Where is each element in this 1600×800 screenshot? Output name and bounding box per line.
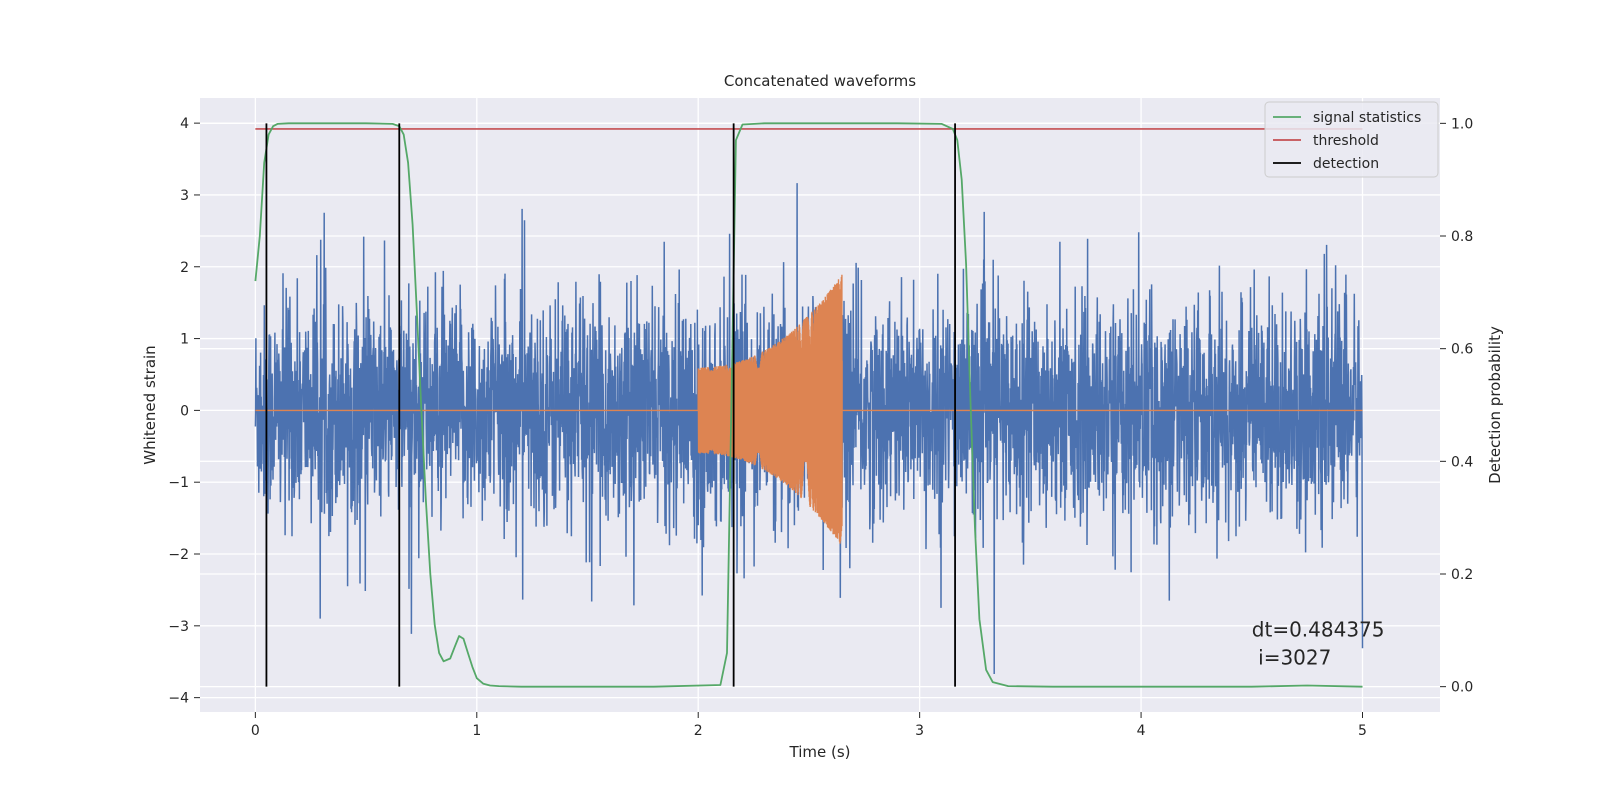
series-template-line: [255, 274, 1363, 544]
legend-label: threshold: [1313, 133, 1379, 149]
y2-tick-label: 0.4: [1451, 454, 1473, 470]
y2-tick-label: 0.8: [1451, 229, 1473, 245]
legend-frame: [1264, 101, 1439, 178]
y-tick-label: −1: [168, 475, 189, 491]
annotation: dt=0.484375 i=3027: [1252, 617, 1385, 669]
y-tick-label: 1: [180, 332, 189, 348]
annotation-dt: dt=0.484375: [1252, 617, 1385, 641]
y-axis-label: Whitened strain: [141, 345, 159, 464]
y-tick-label: 3: [180, 188, 189, 204]
series-signal-statistics-line: [254, 122, 1363, 688]
y-tick-label: 0: [180, 403, 189, 419]
plot-content: [254, 122, 1364, 688]
x-tick-label: 0: [251, 723, 260, 739]
y-tick-label: 2: [180, 260, 189, 276]
y2-tick-label: 0.6: [1451, 342, 1473, 358]
x-tick-label: 1: [472, 723, 481, 739]
y2-axis-label: Detection probability: [1486, 326, 1504, 484]
x-tick-label: 2: [694, 723, 703, 739]
x-tick-label: 3: [915, 723, 924, 739]
chart-title: Concatenated waveforms: [724, 72, 916, 90]
axes: 0 1 2 3 4 5 −4 −3 −2 −1 0 1 2 3 4 0.0 0.2 0.4 0.6 0.8 1.0: [168, 116, 1473, 739]
annotation-i: i=3027: [1252, 645, 1332, 669]
y-tick-label: −3: [168, 619, 189, 635]
y-tick-label: 4: [180, 116, 189, 132]
y2-tick-label: 1.0: [1451, 116, 1473, 132]
y-tick-label: −2: [168, 547, 189, 563]
y2-tick-label: 0.0: [1451, 680, 1473, 696]
legend-label: detection: [1313, 156, 1379, 172]
legend-label: signal statistics: [1313, 110, 1421, 126]
x-tick-label: 4: [1137, 723, 1146, 739]
x-axis-label: Time (s): [789, 743, 851, 761]
y2-tick-label: 0.2: [1451, 567, 1473, 583]
x-tick-label: 5: [1358, 723, 1367, 739]
legend: signal statistics threshold detection: [1264, 101, 1439, 178]
y-tick-label: −4: [168, 691, 189, 707]
